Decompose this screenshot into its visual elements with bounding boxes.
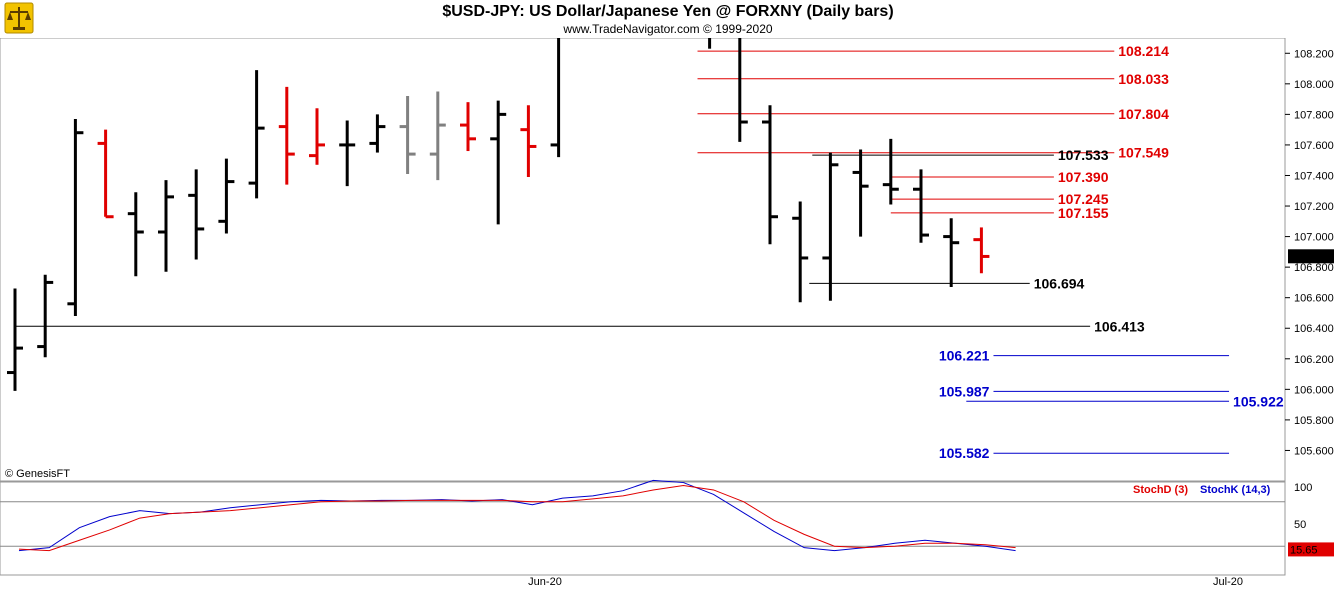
level-label: 107.245 [1058,191,1109,207]
chart-title: $USD-JPY: US Dollar/Japanese Yen @ FORXN… [442,3,894,20]
last-price-label: 106.871 [1290,251,1330,263]
level-label: 107.155 [1058,205,1109,221]
last-price-marker [1288,249,1334,264]
stoch-line-d [18,485,1016,552]
level-label: 108.214 [1118,43,1169,59]
level-label: 108.033 [1118,71,1169,87]
trade-navigator-logo-icon [4,2,34,39]
legend-stochd: StochD (3) [1133,484,1188,496]
level-label: 107.533 [1058,147,1109,163]
y-tick-label: 106.200 [1294,354,1334,366]
level-label: 105.987 [939,383,990,399]
y-tick-label: 107.200 [1294,201,1334,213]
y-tick-label: 105.600 [1294,445,1334,457]
y-tick-label: 106.600 [1294,293,1334,305]
level-label: 106.694 [1034,275,1085,291]
x-axis-label: Jul-20 [1213,576,1243,588]
y-tick-label: 106.000 [1294,384,1334,396]
level-label: 106.221 [939,348,990,364]
stoch-tick-label: 100 [1294,482,1312,494]
stoch-last-marker [1288,542,1334,557]
stoch-last-label: 15.65 [1290,544,1318,556]
legend-stochk: StochK (14,3) [1200,484,1271,496]
stoch-line-k [18,479,1016,552]
copyright-label: © GenesisFT [5,468,70,480]
level-label: 105.582 [939,445,990,461]
chart-header: $USD-JPY: US Dollar/Japanese Yen @ FORXN… [0,0,1336,38]
y-tick-label: 108.200 [1294,48,1334,60]
y-tick-label: 107.800 [1294,109,1334,121]
stoch-tick-label: 50 [1294,519,1306,531]
x-axis-label: Jun-20 [528,576,562,588]
level-label: 106.413 [1094,318,1145,334]
level-label: 107.804 [1118,106,1169,122]
chart-subtitle: www.TradeNavigator.com © 1999-2020 [563,22,773,36]
y-tick-label: 107.600 [1294,140,1334,152]
price-panel [0,37,1286,482]
y-tick-label: 105.800 [1294,415,1334,427]
y-tick-label: 106.400 [1294,323,1334,335]
level-label: 105.922 [1233,393,1284,409]
level-label: 107.549 [1118,145,1169,161]
y-tick-label: 107.000 [1294,232,1334,244]
level-label: 107.390 [1058,169,1109,185]
stochastic-panel [0,481,1286,576]
y-tick-label: 108.000 [1294,79,1334,91]
y-tick-label: 106.800 [1294,262,1334,274]
y-tick-label: 107.400 [1294,170,1334,182]
